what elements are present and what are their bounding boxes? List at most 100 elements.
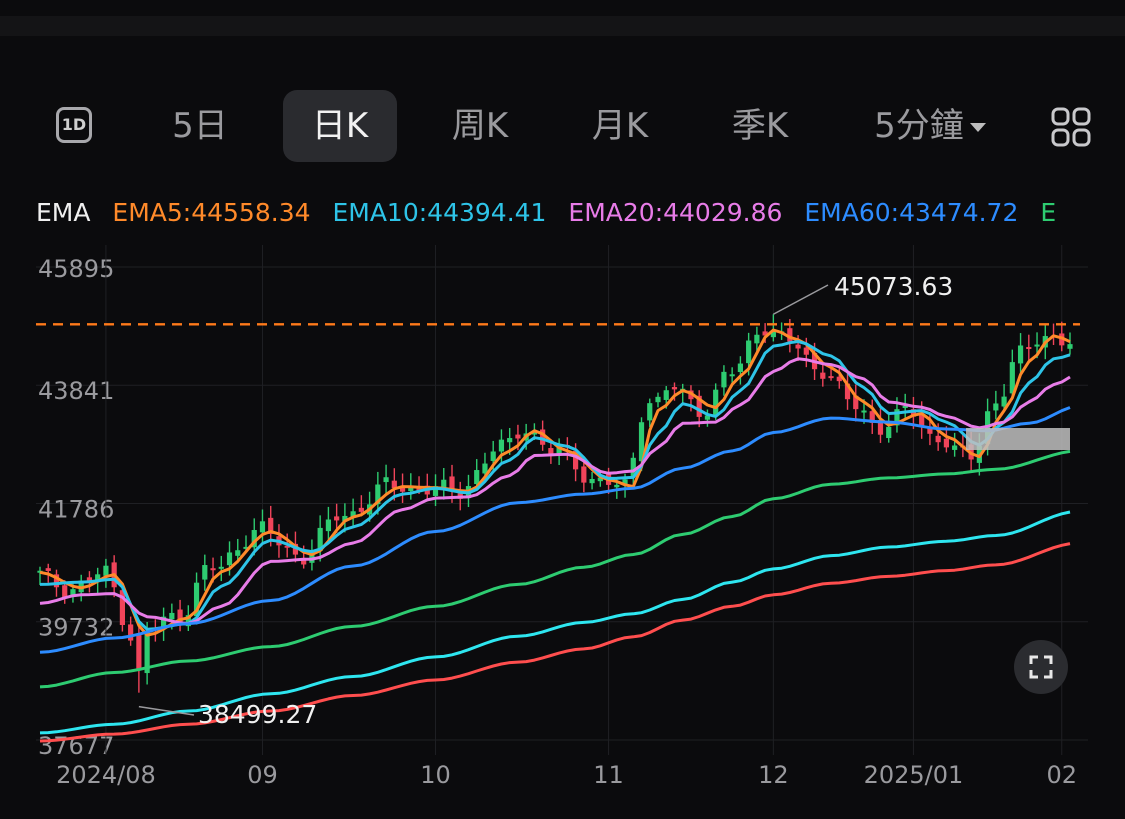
candle-body (861, 410, 867, 413)
candle-body (919, 413, 925, 427)
y-tick-label: 43841 (38, 377, 114, 405)
candle-body (844, 383, 851, 400)
candle-body (721, 371, 727, 388)
candle-body (103, 565, 109, 576)
candle-body (573, 450, 579, 470)
candle-body (548, 448, 554, 455)
1d-calendar-icon: 1D (56, 107, 92, 143)
candle-body (647, 403, 653, 421)
candle-body (45, 568, 51, 571)
candle-body (334, 516, 340, 521)
fullscreen-button[interactable] (1014, 640, 1068, 694)
layout-grid-icon[interactable] (1050, 106, 1092, 148)
x-tick-label: 10 (420, 761, 451, 789)
candle-body (902, 405, 908, 408)
candle-body (877, 419, 884, 435)
candle-body (696, 395, 702, 417)
candle-body (803, 347, 809, 355)
candle-body (70, 589, 76, 597)
candle-body (432, 486, 439, 496)
candle-body (1026, 347, 1032, 350)
candle-body (622, 479, 628, 486)
ema-line-ema20 (39, 357, 1071, 626)
low-label: 38499.27 (198, 700, 317, 729)
candle-body (531, 432, 537, 435)
candle-body (301, 557, 307, 565)
candle-body (251, 530, 257, 548)
tab-weekly-k[interactable]: 周K (451, 106, 509, 146)
candle-body (581, 466, 587, 483)
x-tick-label: 2024/08 (56, 761, 156, 789)
candle-body (243, 546, 249, 549)
y-tick-label: 39732 (38, 614, 114, 642)
candle-body (894, 409, 900, 426)
tab-monthly-k[interactable]: 月K (591, 106, 649, 146)
candle-body (136, 635, 142, 670)
x-tick-label: 11 (593, 761, 624, 789)
tab-quarterly-k[interactable]: 季K (731, 106, 789, 146)
candle-body (342, 515, 348, 522)
candle-body (169, 612, 175, 620)
chevron-down-icon (969, 123, 986, 132)
candle-body (358, 507, 364, 512)
candle-body (713, 389, 719, 416)
candle-body (589, 478, 595, 484)
candle-body (490, 451, 496, 461)
x-tick-label: 2025/01 (864, 761, 964, 789)
x-tick-label: 12 (758, 761, 789, 789)
x-tick-label: 09 (247, 761, 278, 789)
candle-body (292, 543, 299, 555)
candle-body (259, 521, 266, 533)
candle-body (993, 403, 999, 411)
candle-body (119, 590, 125, 626)
candle-body (1034, 344, 1040, 347)
candle-body (441, 479, 447, 488)
candle-body (795, 344, 801, 349)
candle-body (556, 446, 562, 454)
candle-body (886, 426, 892, 439)
high-leader-line (773, 284, 829, 315)
candle-body (836, 376, 842, 382)
top-bar (0, 16, 1125, 36)
legend-ema20: EMA20:44029.86 (568, 198, 783, 227)
tab-1d[interactable]: 1D (50, 90, 106, 162)
candle-body (268, 517, 274, 534)
ema-line-ema10 (39, 340, 1071, 631)
candle-body (655, 396, 661, 403)
candle-body (498, 439, 505, 452)
candle-body (185, 615, 191, 627)
candle-body (53, 574, 60, 588)
tab-daily-k[interactable]: 日K (283, 90, 397, 162)
candle-body (952, 445, 958, 450)
candle-body (226, 552, 233, 566)
candle-body (630, 457, 636, 477)
price-marker-overlay (966, 428, 1070, 450)
candle-body (704, 415, 711, 420)
candle-body (737, 363, 743, 373)
candle-body (762, 331, 768, 336)
y-tick-label: 45895 (38, 255, 114, 283)
candle-body (95, 574, 101, 583)
candle-body (482, 463, 488, 474)
legend-ema60: EMA60:43474.72 (804, 198, 1019, 227)
candle-body (746, 340, 752, 364)
ema-line-ema_g (39, 449, 1071, 689)
candle-body (161, 616, 167, 629)
tab-5min-dropdown[interactable]: 5分鐘 (855, 90, 1005, 162)
candle-body (325, 519, 331, 532)
candle-body (235, 550, 241, 556)
candle-body (391, 480, 397, 489)
candle-body (507, 438, 513, 443)
candle-body (770, 330, 776, 338)
candle-body (144, 630, 150, 674)
legend-title: EMA (36, 198, 91, 227)
period-tabs: 1D 5日 日K 周K 月K 季K 5分鐘 (0, 90, 1125, 162)
ema-line-ema60 (39, 406, 1071, 654)
candle-body (869, 411, 875, 423)
candle-body (597, 477, 603, 482)
ema-legend[interactable]: EMA EMA5:44558.34 EMA10:44394.41 EMA20:4… (36, 198, 1125, 232)
tab-5day[interactable]: 5日 (172, 106, 228, 146)
candle-body (663, 390, 669, 400)
candle-body (1017, 345, 1024, 364)
